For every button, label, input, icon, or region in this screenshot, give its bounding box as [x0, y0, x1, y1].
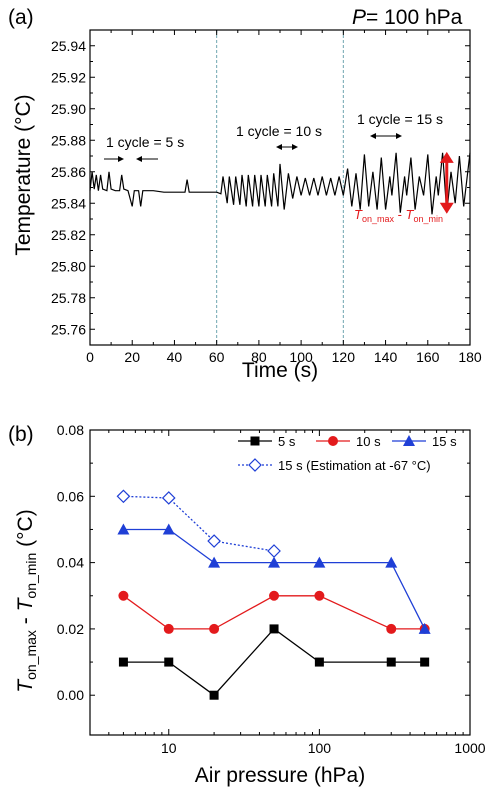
y-tick-label: 25.82 — [51, 227, 86, 243]
cycle-15s-arrowhead-right — [396, 133, 402, 139]
x-tick-label: 180 — [458, 349, 482, 365]
y-tick-label: 25.76 — [51, 321, 86, 337]
data-point-s0-2 — [209, 690, 219, 700]
x-tick-label: 1000 — [454, 740, 485, 756]
ylabel-t2: T — [14, 596, 37, 611]
y-tick-label: 25.86 — [51, 164, 86, 180]
x-tick-label: 20 — [124, 349, 140, 365]
y-tick-label: 0.06 — [57, 488, 84, 504]
data-point-s2-6 — [418, 622, 431, 634]
ylabel-unit: (°C) — [14, 509, 37, 552]
legend: 5 s 10 s 15 s15 s (Estimation at -67 °C) — [238, 434, 457, 473]
x-tick-label: 80 — [251, 349, 267, 365]
legend-label-2: 15 s — [432, 434, 457, 449]
temperature-trace — [89, 152, 471, 215]
cycle-10s-label: 1 cycle = 10 s — [236, 123, 322, 139]
x-tick-label: 100 — [308, 740, 332, 756]
range-sub1: on_max — [362, 214, 395, 224]
y-tick-label: 25.92 — [51, 69, 86, 85]
range-arrowhead-top — [439, 151, 454, 163]
panel-a-xlabel: Time (s) — [242, 359, 318, 382]
data-point-s1-0 — [118, 590, 129, 601]
cycle-5s-arrowhead-right — [136, 156, 142, 162]
data-point-s2-3 — [268, 556, 281, 568]
pressure-variable: P — [352, 6, 366, 29]
panel-b-label: (b) — [8, 423, 34, 446]
x-tick-label: 160 — [416, 349, 440, 365]
data-point-s1-4 — [314, 590, 325, 601]
x-tick-label: 0 — [86, 349, 94, 365]
data-point-s0-1 — [164, 657, 174, 667]
cycle-5s-label: 1 cycle = 5 s — [106, 134, 184, 150]
data-point-s3-1 — [161, 491, 176, 505]
range-sub2: on_min — [414, 214, 444, 224]
panel-b-xlabel: Air pressure (hPa) — [195, 764, 365, 787]
y-tick-label: 25.90 — [51, 101, 86, 117]
x-tick-label: 60 — [209, 349, 225, 365]
pressure-annotation: P = 100 hPa — [352, 6, 463, 29]
legend-marker-3 — [248, 458, 262, 472]
legend-marker-0 — [250, 436, 260, 446]
data-point-s3-3 — [267, 544, 281, 558]
data-point-s2-0 — [117, 523, 130, 535]
data-point-s2-4 — [313, 556, 326, 568]
y-tick-label: 25.84 — [51, 195, 86, 211]
data-point-s3-2 — [207, 534, 221, 548]
y-tick-label: 0.04 — [57, 555, 84, 571]
x-tick-label: 100 — [289, 349, 313, 365]
y-tick-label: 0.02 — [57, 621, 84, 637]
ylabel-sub2: on_min — [23, 553, 39, 599]
panel-a-ylabel: Temperature (°C) — [12, 94, 35, 255]
legend-label-1: 10 s — [356, 434, 381, 449]
cycle-10s-arrowhead-right — [292, 144, 298, 150]
x-tick-label: 10 — [161, 740, 177, 756]
range-label: Ton_max - Ton_min — [354, 207, 443, 224]
data-point-s2-1 — [162, 523, 175, 535]
data-point-s3-0 — [116, 489, 131, 504]
data-point-s2-2 — [208, 556, 221, 568]
legend-marker-1 — [328, 436, 338, 446]
y-tick-label: 25.88 — [51, 132, 86, 148]
x-tick-label: 120 — [332, 349, 356, 365]
cycle-15s-label: 1 cycle = 15 s — [357, 111, 443, 127]
data-point-s1-3 — [269, 590, 280, 601]
range-t1: T — [354, 207, 363, 222]
legend-label-0: 5 s — [278, 434, 296, 449]
data-point-s1-1 — [163, 623, 174, 634]
range-mid: - — [394, 207, 406, 222]
data-point-s0-6 — [420, 657, 430, 667]
data-point-s2-5 — [385, 556, 398, 568]
series-line-3 — [123, 495, 275, 552]
y-tick-label: 25.78 — [51, 290, 86, 306]
ylabel-sub1: on_max — [23, 630, 39, 680]
data-point-s0-5 — [386, 657, 396, 667]
ylabel-t1: T — [14, 678, 37, 693]
panel-b-ylabel: Ton_max - Ton_min (°C) — [14, 509, 39, 692]
y-tick-label: 25.80 — [51, 258, 86, 274]
panel-b-plot: 10 100 1000 0.00 0.02 0.04 0.06 0.08 5 s 10 s 15 s… — [57, 422, 486, 756]
legend-label-3: 15 s (Estimation at -67 °C) — [278, 458, 431, 473]
y-tick-label: 25.94 — [51, 38, 86, 54]
cycle-5s-arrowhead-left — [118, 156, 124, 162]
panel-b-frame — [89, 429, 471, 736]
y-tick-label: 0.00 — [57, 687, 84, 703]
cycle-10s-arrowhead-left — [276, 144, 282, 150]
panel-a-label: (a) — [8, 6, 34, 29]
x-tick-label: 140 — [374, 349, 398, 365]
pressure-value: = 100 hPa — [366, 6, 463, 29]
panel-a-plot: 0 20 40 60 80 100 120 140 160 180 25.76 25.78 25.80 2… — [51, 29, 482, 365]
data-point-s1-2 — [209, 623, 220, 634]
cycle-15s-arrowhead-left — [370, 133, 376, 139]
legend-marker-2 — [403, 435, 415, 446]
data-point-s0-4 — [314, 657, 324, 667]
data-point-s1-5 — [386, 623, 397, 634]
x-tick-label: 40 — [167, 349, 183, 365]
range-t2: T — [406, 207, 415, 222]
data-point-s0-0 — [118, 657, 128, 667]
data-point-s0-3 — [269, 624, 279, 634]
ylabel-mid: - — [14, 611, 37, 630]
y-tick-label: 0.08 — [57, 422, 84, 438]
range-arrowhead-bottom — [439, 202, 454, 214]
